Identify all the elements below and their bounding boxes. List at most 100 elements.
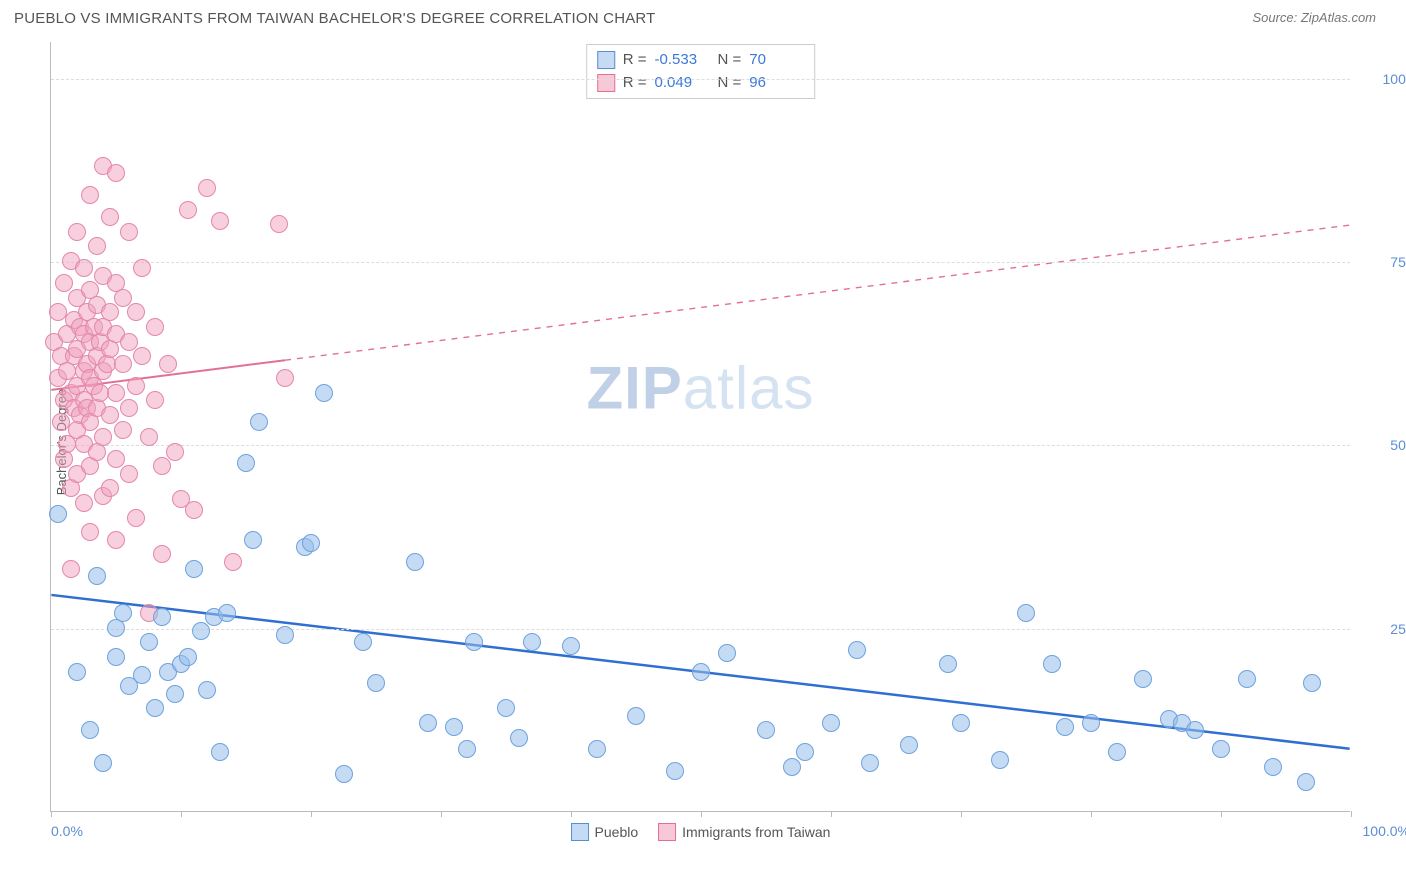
pueblo-point <box>1238 670 1256 688</box>
taiwan-point <box>127 509 145 527</box>
gridline <box>51 262 1350 263</box>
pueblo-point <box>88 567 106 585</box>
pueblo-point <box>1212 740 1230 758</box>
taiwan-point <box>62 560 80 578</box>
gridline <box>51 79 1350 80</box>
x-axis-max-label: 100.0% <box>1363 823 1406 839</box>
pueblo-point <box>133 666 151 684</box>
stats-legend: R = -0.533 N = 70 R = 0.049 N = 96 <box>586 44 816 99</box>
taiwan-point <box>146 391 164 409</box>
pueblo-point <box>627 707 645 725</box>
taiwan-point <box>101 303 119 321</box>
pueblo-point <box>861 754 879 772</box>
taiwan-point <box>101 406 119 424</box>
pueblo-point <box>107 648 125 666</box>
pueblo-point <box>562 637 580 655</box>
taiwan-point <box>68 223 86 241</box>
trend-lines-svg <box>51 42 1350 811</box>
pueblo-point <box>1297 773 1315 791</box>
taiwan-point <box>81 523 99 541</box>
pueblo-point <box>140 633 158 651</box>
y-tick-label: 75.0% <box>1360 254 1406 270</box>
pueblo-point <box>1043 655 1061 673</box>
taiwan-point <box>94 428 112 446</box>
chart-container: Bachelor's Degree ZIPatlas R = -0.533 N … <box>0 32 1406 852</box>
legend-item-taiwan: Immigrants from Taiwan <box>658 823 830 841</box>
taiwan-point <box>120 333 138 351</box>
pueblo-point <box>185 560 203 578</box>
taiwan-point <box>114 355 132 373</box>
taiwan-point <box>114 289 132 307</box>
taiwan-point <box>81 186 99 204</box>
pueblo-point <box>367 674 385 692</box>
taiwan-point <box>133 259 151 277</box>
pueblo-point <box>1264 758 1282 776</box>
pueblo-point <box>1056 718 1074 736</box>
gridline <box>51 445 1350 446</box>
taiwan-point <box>270 215 288 233</box>
pueblo-point <box>192 622 210 640</box>
x-tick <box>1091 811 1092 817</box>
taiwan-point <box>133 347 151 365</box>
taiwan-r-value: 0.049 <box>655 72 710 95</box>
taiwan-point <box>153 545 171 563</box>
y-tick-label: 25.0% <box>1360 621 1406 637</box>
taiwan-point <box>127 377 145 395</box>
pueblo-point <box>302 534 320 552</box>
x-axis-min-label: 0.0% <box>51 823 83 839</box>
source-attribution: Source: ZipAtlas.com <box>1252 10 1376 25</box>
pueblo-point <box>510 729 528 747</box>
x-tick <box>441 811 442 817</box>
pueblo-point <box>250 413 268 431</box>
pueblo-point <box>419 714 437 732</box>
taiwan-point <box>140 428 158 446</box>
pueblo-legend-label: Pueblo <box>595 824 639 840</box>
taiwan-point <box>107 384 125 402</box>
x-tick <box>701 811 702 817</box>
pueblo-point <box>146 699 164 717</box>
taiwan-point <box>75 494 93 512</box>
x-tick <box>831 811 832 817</box>
taiwan-point <box>120 223 138 241</box>
pueblo-point <box>939 655 957 673</box>
chart-title: PUEBLO VS IMMIGRANTS FROM TAIWAN BACHELO… <box>14 10 656 27</box>
pueblo-point <box>796 743 814 761</box>
pueblo-point <box>1082 714 1100 732</box>
pueblo-point <box>244 531 262 549</box>
taiwan-point <box>101 208 119 226</box>
pueblo-point <box>497 699 515 717</box>
taiwan-point <box>276 369 294 387</box>
pueblo-point <box>991 751 1009 769</box>
taiwan-point <box>159 355 177 373</box>
pueblo-point <box>218 604 236 622</box>
pueblo-point <box>1017 604 1035 622</box>
bottom-legend: Pueblo Immigrants from Taiwan <box>571 823 831 841</box>
plot-area: ZIPatlas R = -0.533 N = 70 R = 0.049 N =… <box>50 42 1350 812</box>
pueblo-point <box>757 721 775 739</box>
taiwan-point <box>75 259 93 277</box>
n-label: N = <box>718 72 742 95</box>
pueblo-point <box>666 762 684 780</box>
pueblo-point <box>68 663 86 681</box>
pueblo-point <box>166 685 184 703</box>
pueblo-point <box>237 454 255 472</box>
x-tick <box>1221 811 1222 817</box>
taiwan-point <box>107 450 125 468</box>
pueblo-point <box>822 714 840 732</box>
pueblo-point <box>692 663 710 681</box>
pueblo-point <box>94 754 112 772</box>
pueblo-point <box>335 765 353 783</box>
pueblo-point <box>783 758 801 776</box>
taiwan-swatch <box>597 74 615 92</box>
taiwan-point <box>224 553 242 571</box>
taiwan-point <box>153 457 171 475</box>
pueblo-point <box>588 740 606 758</box>
pueblo-point <box>523 633 541 651</box>
taiwan-swatch <box>658 823 676 841</box>
taiwan-point <box>127 303 145 321</box>
taiwan-point <box>166 443 184 461</box>
taiwan-point <box>101 479 119 497</box>
gridline <box>51 629 1350 630</box>
stats-row-taiwan: R = 0.049 N = 96 <box>597 72 805 95</box>
pueblo-point <box>1303 674 1321 692</box>
